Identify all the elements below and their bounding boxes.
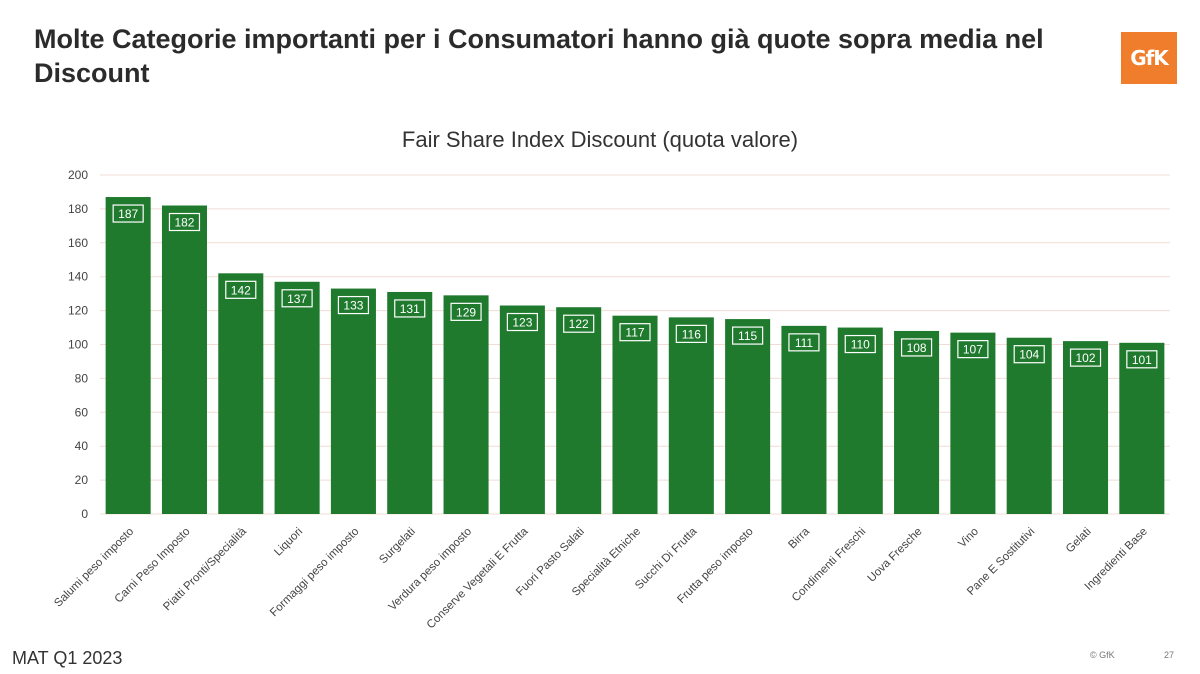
data-label: 131 — [400, 302, 420, 316]
bar — [950, 332, 996, 514]
y-tick-label: 160 — [68, 236, 88, 250]
data-label: 122 — [569, 317, 589, 331]
bar — [894, 330, 940, 514]
data-label: 187 — [118, 207, 138, 221]
data-label-box — [450, 302, 482, 321]
data-label-box — [1013, 345, 1045, 364]
bar — [443, 295, 489, 514]
bar — [274, 281, 320, 514]
y-tick-label: 180 — [68, 202, 88, 216]
slide-headline: Molte Categorie importanti per i Consuma… — [34, 24, 1044, 88]
data-label: 104 — [1019, 348, 1039, 362]
data-label: 182 — [174, 216, 194, 230]
data-label: 137 — [287, 292, 307, 306]
y-tick-label: 0 — [81, 507, 88, 521]
chart-bars: 187 182 142 137 133 131 129 123 122 117 116 115 111 1… — [105, 197, 1165, 514]
data-label: 108 — [907, 341, 927, 355]
x-tick-label: Conserve Vegetali E Frutta — [425, 525, 531, 631]
data-label-box — [281, 289, 313, 308]
data-label-box — [168, 212, 201, 232]
data-label-box — [225, 280, 257, 299]
bar — [1006, 337, 1052, 514]
data-label-box — [337, 295, 370, 315]
x-tick-label: Gelati — [1064, 526, 1094, 556]
y-tick-label: 120 — [68, 304, 88, 318]
x-tick-label: Ingredienti Base — [1083, 526, 1150, 593]
data-label: 115 — [738, 329, 757, 343]
data-label-box — [506, 312, 538, 332]
bar — [556, 307, 602, 514]
data-label: 116 — [682, 327, 701, 341]
data-label: 110 — [851, 338, 870, 352]
y-tick-label: 100 — [68, 338, 88, 352]
data-label-box — [900, 338, 933, 357]
y-tick-label: 200 — [68, 168, 88, 182]
data-label-box — [112, 204, 144, 223]
bar — [837, 327, 883, 514]
data-label: 142 — [231, 283, 251, 297]
data-label-box — [732, 326, 764, 345]
data-label-box — [1126, 350, 1158, 369]
data-label: 133 — [343, 299, 363, 313]
data-label-box — [844, 334, 876, 354]
copyright-text: © GfK — [1090, 650, 1115, 660]
data-label: 101 — [1132, 353, 1152, 367]
bar — [105, 197, 151, 514]
x-tick-label: Uova Fresche — [866, 526, 925, 585]
data-label-box — [1069, 348, 1102, 367]
bar — [781, 325, 827, 514]
data-label: 123 — [512, 316, 532, 330]
data-label: 117 — [625, 326, 644, 340]
gfk-logo: GfK — [1121, 32, 1177, 84]
y-axis-ticks: 0 20 40 60 80 100 120 140 160 180 200 — [68, 168, 88, 521]
data-label-box — [563, 314, 595, 333]
bar — [387, 291, 433, 514]
bar — [1119, 342, 1165, 514]
data-label-box — [619, 323, 651, 342]
bar — [330, 288, 376, 514]
data-label-box — [957, 340, 989, 359]
y-tick-label: 40 — [75, 439, 89, 453]
y-tick-label: 60 — [75, 405, 89, 419]
gfk-logo-text: GfK — [1130, 46, 1169, 70]
y-tick-label: 140 — [68, 270, 88, 284]
data-label: 102 — [1076, 351, 1096, 365]
bar — [218, 273, 264, 514]
data-label-box — [394, 299, 426, 318]
x-tick-label: Birra — [786, 525, 812, 551]
bar — [668, 317, 714, 514]
bar — [725, 319, 771, 514]
page-number: 27 — [1164, 650, 1175, 660]
period-label: MAT Q1 2023 — [12, 648, 123, 668]
data-label: 111 — [795, 336, 814, 350]
x-tick-label: Liquori — [272, 526, 305, 559]
data-label-box — [675, 324, 707, 343]
x-tick-label: Vino — [956, 526, 981, 551]
bar — [612, 315, 658, 514]
data-label: 107 — [963, 343, 983, 357]
data-label-box — [788, 333, 820, 352]
chart-title: Fair Share Index Discount (quota valore) — [401, 127, 799, 152]
x-tick-label: Surgelati — [377, 526, 418, 567]
data-label: 129 — [456, 305, 476, 319]
bar — [1063, 341, 1109, 514]
bar — [161, 205, 207, 514]
bar — [499, 305, 545, 514]
y-tick-label: 20 — [75, 473, 89, 487]
y-tick-label: 80 — [75, 371, 89, 385]
